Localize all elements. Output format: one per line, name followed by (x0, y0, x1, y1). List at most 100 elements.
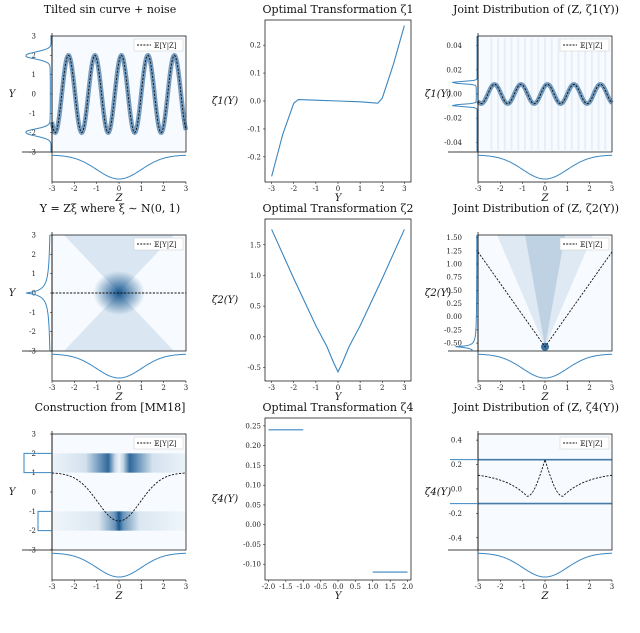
y-tick-label: 0.00 (446, 313, 462, 321)
y-tick-label: 3 (32, 431, 36, 439)
y-tick-label: 0.4 (451, 437, 463, 445)
x-tick-label: 0 (336, 185, 340, 193)
y-tick-label: 0.05 (245, 501, 261, 509)
chart-p9: Joint Distribution of (Z, ζ4(Y)) 𝔼[Y|Z] -0… (425, 401, 619, 602)
density-streak (490, 38, 493, 150)
y-tick-label: 1.50 (446, 234, 462, 242)
x-tick-label: 2 (380, 185, 384, 193)
x-tick-label: 2 (161, 185, 165, 193)
y-tick-label: -3 (29, 348, 36, 356)
y-tick-label: 0.0 (250, 333, 261, 341)
y-tick-label: 1.00 (446, 261, 462, 269)
legend-label: 𝔼[Y|Z] (580, 42, 603, 50)
x-tick-label: -1 (93, 384, 100, 392)
x-tick-label: -2 (497, 583, 504, 591)
x-tick-label: 3 (184, 583, 188, 591)
legend-label: 𝔼[Y|Z] (154, 42, 177, 50)
y-tick-label: 0.0 (250, 98, 261, 106)
x-tick-label: 2 (587, 583, 591, 591)
x-tick-label: 3 (402, 384, 406, 392)
y-tick-label: 0.10 (245, 482, 261, 490)
y-axis-label: Y (9, 288, 17, 299)
x-axis-label: Z (541, 591, 550, 602)
x-tick-label: -1 (519, 583, 526, 591)
x-tick-label: -1 (519, 384, 526, 392)
y-tick-label: 0 (32, 290, 36, 298)
x-tick-label: -0.5 (314, 583, 328, 591)
x-tick-label: -2 (290, 384, 297, 392)
y-tick-label: -3 (29, 149, 36, 157)
y-tick-label: 0.5 (250, 303, 261, 311)
legend-label: 𝔼[Y|Z] (154, 440, 177, 448)
z-marginal (477, 552, 613, 578)
x-tick-label: -1.0 (296, 583, 310, 591)
x-tick-label: -3 (49, 384, 56, 392)
y-tick-label: 0.00 (446, 91, 462, 99)
x-tick-label: -3 (49, 185, 56, 193)
x-tick-label: 1 (139, 583, 143, 591)
chart-p5: Optimal Transformation ζ2 -3 -2 -1 0 1 2 3 -0.5 0… (212, 202, 414, 403)
density-streak (564, 38, 567, 150)
y-tick-label: -0.10 (243, 561, 261, 569)
density-streak (523, 38, 526, 150)
x-tick-label: 0 (336, 384, 340, 392)
y-tick-label: -0.5 (248, 364, 262, 372)
y-marginal (452, 36, 478, 152)
plot-area (264, 417, 412, 581)
density-cone (497, 235, 593, 347)
x-tick-label: -3 (475, 583, 482, 591)
y-tick-label: -1 (29, 508, 36, 516)
y-tick-label: 0.25 (446, 300, 462, 308)
y-tick-label: 1.5 (250, 241, 261, 249)
x-axis-label: Y (335, 193, 343, 204)
y-tick-label: 0.1 (250, 70, 261, 78)
y-tick-label: 1.0 (250, 272, 261, 280)
y-tick-label: -0.2 (449, 510, 463, 518)
density-streak (597, 38, 600, 150)
y-tick-label: 1.25 (446, 247, 462, 255)
x-axis-label: Z (115, 392, 124, 403)
x-axis-label: Z (115, 591, 124, 602)
x-tick-label: 3 (610, 583, 614, 591)
x-tick-label: 1 (565, 583, 569, 591)
y-tick-label: 0.02 (446, 66, 462, 74)
chart-title: Joint Distribution of (Z, ζ2(Y)) (452, 202, 619, 215)
x-tick-label: -3 (268, 185, 275, 193)
expectation-curve (477, 458, 613, 497)
y-tick-label: -1 (29, 110, 36, 118)
x-tick-label: -2.0 (262, 583, 276, 591)
y-tick-label: 0.25 (245, 422, 261, 430)
legend-box (559, 38, 610, 52)
x-tick-label: 0.0 (332, 583, 343, 591)
y-axis-label: ζ1(Y) (212, 96, 238, 107)
legend-box (559, 237, 610, 251)
y-tick-label: 0.2 (451, 461, 462, 469)
density-streak (517, 38, 520, 150)
legend-box (133, 38, 184, 52)
x-tick-label: -1 (93, 583, 100, 591)
x-tick-label: 2 (161, 384, 165, 392)
x-tick-label: 3 (402, 185, 406, 193)
x-tick-label: -2 (497, 384, 504, 392)
y-axis-label: Y (9, 89, 17, 100)
legend-box (559, 436, 610, 450)
x-tick-label: 1.0 (367, 583, 378, 591)
density-streak (530, 38, 533, 150)
x-tick-label: -2 (71, 185, 78, 193)
chart-p8: Optimal Transformation ζ4 -2.0 -1.5 -1.0 -0.… (212, 401, 414, 602)
plot-area (477, 433, 613, 551)
x-tick-label: -1.5 (279, 583, 293, 591)
chart-title: Optimal Transformation ζ1 (263, 3, 414, 16)
x-tick-label: -2 (290, 185, 297, 193)
chart-title: Construction from [MM18] (35, 401, 186, 414)
legend-box (133, 436, 184, 450)
x-tick-label: -3 (49, 583, 56, 591)
legend-label: 𝔼[Y|Z] (154, 241, 177, 249)
density-streak (537, 38, 540, 150)
x-tick-label: 3 (184, 384, 188, 392)
y-tick-label: -0.04 (444, 139, 462, 147)
chart-title: Optimal Transformation ζ4 (263, 401, 414, 414)
y-tick-label: 0 (32, 489, 36, 497)
